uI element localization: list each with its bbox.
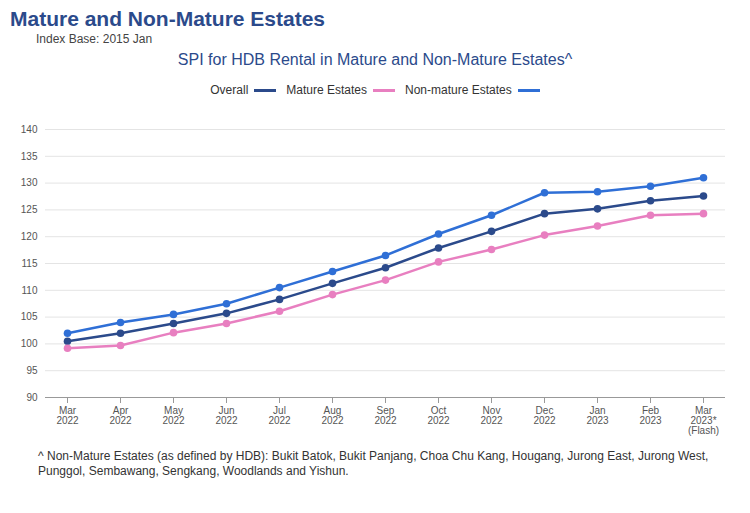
svg-text:105: 105	[21, 311, 38, 322]
svg-text:Jun2022: Jun2022	[215, 405, 238, 426]
html-text:Mature Estates: Mature Estates	[286, 83, 367, 97]
svg-text:Feb2023: Feb2023	[639, 405, 662, 426]
svg-text:May2022: May2022	[162, 405, 185, 426]
svg-text:Jan2023: Jan2023	[586, 405, 609, 426]
html-text:^ Non-Mature Estates (as defin: ^ Non-Mature Estates (as defined by HDB)…	[38, 449, 709, 478]
svg-text:Oct2022: Oct2022	[427, 405, 450, 426]
svg-text:Jul2022: Jul2022	[268, 405, 291, 426]
html-text:SPI for HDB Rental in Mature a: SPI for HDB Rental in Mature and Non-Mat…	[177, 51, 573, 68]
svg-text:140: 140	[21, 124, 38, 135]
svg-text:110: 110	[22, 285, 38, 296]
html-text:Mature and Non-Mature Estates: Mature and Non-Mature Estates	[10, 7, 326, 30]
svg-text:Mar2022: Mar2022	[56, 405, 79, 426]
svg-text:120: 120	[21, 231, 38, 242]
svg-text:90: 90	[26, 392, 38, 403]
svg-text:Mar2023*(Flash): Mar2023*(Flash)	[688, 405, 719, 436]
html-text:Overall: Overall	[210, 83, 249, 97]
svg-text:130: 130	[21, 177, 38, 188]
svg-text:135: 135	[21, 151, 38, 162]
svg-text:100: 100	[21, 338, 38, 349]
svg-text:Aug2022: Aug2022	[321, 405, 344, 426]
svg-text:Dec2022: Dec2022	[533, 405, 556, 426]
svg-text:115: 115	[22, 258, 38, 269]
svg-text:95: 95	[26, 365, 38, 376]
html-text:Index Base: 2015 Jan: Index Base: 2015 Jan	[36, 32, 153, 46]
html-text:Non-mature Estates: Non-mature Estates	[405, 83, 512, 97]
svg-text:Sep2022: Sep2022	[374, 405, 397, 426]
svg-text:Apr2022: Apr2022	[109, 405, 132, 426]
svg-text:Nov2022: Nov2022	[480, 405, 503, 426]
svg-text:125: 125	[21, 204, 38, 215]
